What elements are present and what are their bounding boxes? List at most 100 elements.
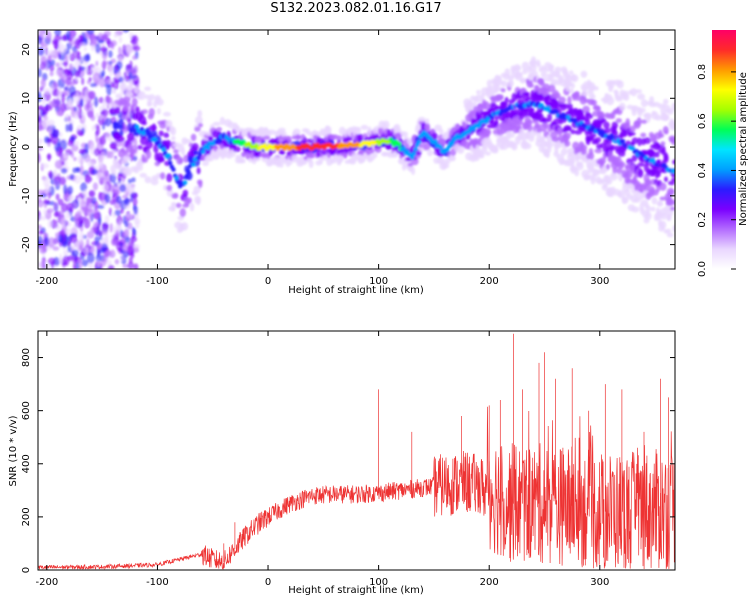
spectrogram-cell [163, 111, 171, 117]
y-tick-label: 800 [21, 348, 32, 367]
spectrogram-cell [354, 127, 362, 134]
spectrogram-cell [104, 215, 110, 224]
spectrogram-cell [127, 178, 132, 185]
spectrogram-cell [639, 107, 646, 113]
spectrogram-cell [166, 153, 171, 158]
spectrogram-cell [416, 139, 422, 145]
spectrogram-cell [129, 148, 137, 155]
spectrogram-cell [132, 197, 138, 206]
spectrogram-cell [519, 77, 528, 83]
spectrogram-cell [178, 158, 183, 164]
spectrogram-cell [99, 47, 108, 52]
spectrogram-cell [114, 106, 121, 114]
spectrogram-cell [612, 167, 618, 174]
spectrogram-cell [517, 111, 525, 117]
spectrogram-cell [484, 129, 492, 136]
spectrogram-cell [620, 138, 626, 144]
spectrogram-cell [481, 144, 488, 154]
spectrogram-cell [67, 37, 73, 42]
spectrogram-cell [577, 113, 586, 122]
spectrogram-cell [500, 80, 508, 88]
spectrogram-cell [68, 85, 76, 96]
spectrogram-cell [671, 177, 675, 183]
spectrogram-cell [88, 261, 94, 269]
spectrogram-cell [581, 90, 589, 97]
spectrogram-cell [190, 133, 197, 142]
spectrogram-cell [540, 70, 547, 79]
spectrogram-cell [104, 193, 111, 204]
spectrogram-cell [50, 59, 56, 67]
spectrogram-cell [77, 129, 84, 136]
spectrogram-cell [424, 118, 430, 124]
x-tick-label: 0 [265, 577, 271, 588]
spectrogram-cell [144, 176, 152, 184]
colorbar-tick-label: 0.0 [697, 261, 708, 277]
colorbar-tick-label: 0.6 [697, 113, 708, 129]
spectrogram-cell [163, 132, 170, 138]
spectrogram-cell [604, 127, 611, 134]
spectrogram-cell [116, 136, 125, 143]
spectrogram-cell [49, 123, 53, 133]
spectrogram-cell [505, 111, 510, 118]
spectrogram-cell [38, 230, 44, 235]
spectrogram-cell [227, 121, 235, 129]
spectrogram-cell [446, 144, 452, 150]
spectrogram-cell [527, 124, 533, 133]
spectrogram-cell [123, 101, 131, 107]
spectrogram-cell [57, 234, 64, 244]
spectrogram-cell [431, 132, 438, 140]
spectrogram-cell [114, 258, 120, 265]
spectrogram-cell [183, 138, 192, 144]
spectrogram-cell [53, 178, 60, 186]
spectrogram-cell [47, 219, 52, 229]
spectrogram-cell [153, 144, 159, 153]
spectrogram-cell [176, 180, 181, 185]
spectrogram-cell [59, 132, 63, 138]
spectrogram-cell [433, 139, 438, 145]
spectrogram-cell [127, 132, 135, 142]
spectrogram-cell [108, 50, 113, 58]
spectrogram-cell [110, 81, 115, 88]
spectrogram-cell [173, 149, 179, 154]
spectrogram-cell [570, 82, 575, 89]
spectrogram-cell [55, 70, 64, 77]
spectrogram-cell [140, 136, 148, 146]
spectrogram-cell [90, 115, 96, 122]
spectrogram-cell [98, 177, 106, 186]
spectrogram-cell [186, 169, 191, 174]
spectrogram-cell [96, 124, 100, 136]
spectrogram-cell [132, 45, 141, 52]
spectrogram-cell [55, 109, 64, 117]
spectrogram-cell [73, 175, 82, 184]
spectrogram-cell [123, 243, 127, 254]
spectrogram-cell [102, 98, 106, 109]
spectrogram-cell [55, 97, 61, 109]
spectrogram-cell [370, 148, 375, 154]
spectrogram-cell [58, 51, 66, 61]
spectrogram-y-ticks: -20 -10 0 10 20 [21, 43, 675, 253]
spectrogram-cell [81, 77, 85, 86]
spectrogram-cell [85, 208, 94, 213]
spectrogram-cell [91, 66, 98, 74]
spectrogram-cell [86, 30, 95, 35]
spectrogram-cell [38, 68, 42, 78]
spectrogram-cell [98, 191, 102, 201]
spectrogram-frame [37, 29, 676, 270]
colorbar: 0.0 0.2 0.4 0.6 0.8 Normalized spectral ampl… [697, 30, 749, 277]
spectrogram-cell [617, 167, 623, 175]
spectrogram-cell [75, 167, 81, 173]
spectrogram-cell [74, 71, 80, 78]
spectrogram-cell [124, 197, 130, 206]
spectrogram-cell [93, 96, 99, 108]
spectrogram-cell [602, 182, 608, 188]
spectrogram-cell [540, 140, 547, 149]
spectrogram-cell [660, 141, 666, 146]
spectrogram-cell [171, 201, 177, 207]
spectrogram-cell [287, 135, 292, 144]
spectrogram-cell [95, 112, 100, 119]
spectrogram-cell [103, 112, 108, 119]
spectrogram-cell [504, 96, 509, 104]
spectrogram-cell [132, 55, 137, 60]
spectrogram-cell [622, 90, 629, 98]
spectrogram-cell [39, 215, 47, 221]
